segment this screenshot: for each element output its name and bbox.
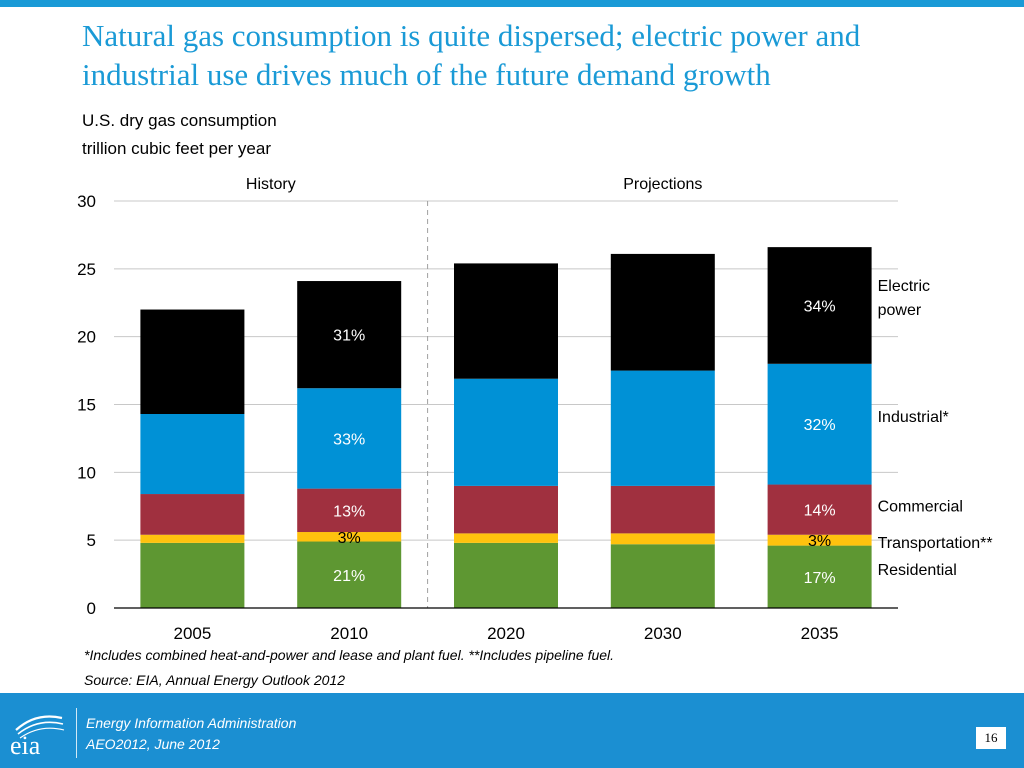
- y-tick-label: 20: [77, 328, 96, 347]
- top-accent-bar: [0, 0, 1024, 7]
- data-label: 3%: [808, 533, 831, 550]
- bar-segment-commercial: [140, 494, 245, 535]
- bar-segment-commercial: [454, 485, 558, 534]
- data-label: 32%: [804, 417, 836, 434]
- footer-bar: [0, 693, 1024, 768]
- y-tick-label: 5: [87, 531, 96, 550]
- x-tick-label: 2030: [644, 624, 682, 643]
- bar-segment-electric-power: [297, 281, 402, 389]
- data-label: 31%: [333, 328, 365, 345]
- legend-label: Residential: [878, 562, 957, 579]
- bar-segment-commercial: [610, 485, 715, 534]
- data-label: 33%: [333, 431, 365, 448]
- footnote-includes: *Includes combined heat-and-power and le…: [84, 647, 615, 663]
- period-label: History: [246, 176, 296, 193]
- eia-logo: eia: [10, 715, 65, 758]
- bar-segment-commercial: [297, 488, 402, 533]
- bar-segment-electric-power: [140, 309, 245, 414]
- data-label: 17%: [804, 570, 836, 587]
- data-label: 14%: [804, 503, 836, 520]
- data-label: 21%: [333, 568, 365, 585]
- bar-segment-electric-power: [767, 247, 872, 364]
- y-tick-label: 0: [87, 599, 96, 618]
- bar-segment-industrial: [140, 413, 245, 495]
- bar-segment-industrial: [767, 363, 872, 485]
- bar-segment-industrial: [297, 388, 402, 489]
- bar-segment-industrial: [610, 370, 715, 486]
- y-tick-label: 15: [77, 396, 96, 415]
- data-label: 3%: [338, 530, 361, 547]
- bar-segment-residential: [454, 542, 558, 608]
- bar-segment-electric-power: [610, 253, 715, 371]
- bar-segment-transportation: [140, 534, 245, 543]
- bar-segment-residential: [140, 542, 245, 608]
- footnote-source: Source: EIA, Annual Energy Outlook 2012: [84, 672, 345, 688]
- footer-divider: [76, 708, 77, 758]
- legend-label: Transportation**: [878, 535, 993, 552]
- y-tick-label: 10: [77, 463, 96, 482]
- period-label: Projections: [623, 176, 702, 193]
- legend-label: Commercial: [878, 499, 963, 516]
- chart-subtitle: U.S. dry gas consumption trillion cubic …: [82, 107, 277, 163]
- bar-segment-electric-power: [454, 263, 558, 379]
- footer-org: Energy Information Administration: [86, 715, 297, 731]
- eia-logo-text: eia: [10, 731, 41, 758]
- x-tick-label: 2005: [173, 624, 211, 643]
- y-tick-label: 30: [77, 192, 96, 211]
- bar-segment-transportation: [454, 533, 558, 543]
- stacked-bar-chart: 0 5 10 15 20 25 30 History Projections 2005 2010 20…: [77, 176, 993, 643]
- x-tick-label: 2035: [801, 624, 839, 643]
- page-number: 16: [976, 727, 1006, 749]
- bar-segment-transportation: [767, 534, 872, 546]
- footer-report: AEO2012, June 2012: [86, 736, 220, 752]
- legend-label: Industrial*: [878, 409, 949, 426]
- legend-label: Electric power: [878, 278, 930, 319]
- bar-segment-residential: [297, 541, 402, 608]
- data-label: 13%: [333, 503, 365, 520]
- subtitle-units: trillion cubic feet per year: [82, 139, 271, 158]
- bar-segment-transportation: [297, 532, 402, 542]
- data-label: 34%: [804, 298, 836, 315]
- x-tick-label: 2010: [330, 624, 368, 643]
- bar-segment-residential: [610, 544, 715, 608]
- bar-segment-transportation: [610, 533, 715, 545]
- bar-segment-industrial: [454, 378, 558, 486]
- slide-title: Natural gas consumption is quite dispers…: [82, 18, 861, 92]
- subtitle-measure: U.S. dry gas consumption: [82, 111, 277, 130]
- bar-segment-commercial: [767, 484, 872, 535]
- y-tick-label: 25: [77, 260, 96, 279]
- bar-segment-residential: [767, 545, 872, 608]
- x-tick-label: 2020: [487, 624, 525, 643]
